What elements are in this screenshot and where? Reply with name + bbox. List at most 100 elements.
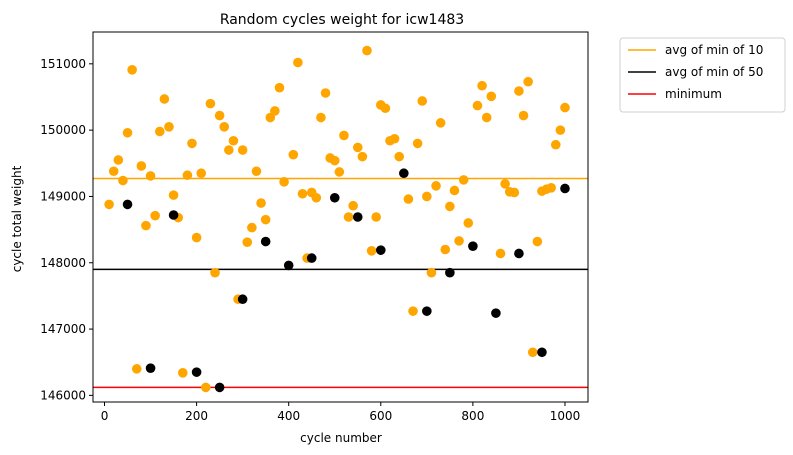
- data-point: [560, 183, 570, 194]
- data-point: [329, 192, 340, 203]
- data-point: [366, 246, 377, 256]
- x-tick-label: 1000: [550, 409, 581, 423]
- data-point: [468, 241, 478, 251]
- x-axis: 0 200 400 600 800 1000: [101, 402, 581, 423]
- data-point: [514, 86, 524, 96]
- data-point: [224, 145, 234, 155]
- data-point: [352, 212, 363, 222]
- data-point: [187, 138, 197, 149]
- y-tick-label: 151000: [40, 57, 86, 71]
- data-point: [297, 188, 308, 199]
- x-tick-label: 600: [369, 409, 392, 423]
- data-point: [399, 168, 409, 179]
- data-point: [481, 112, 492, 123]
- data-point: [440, 244, 451, 255]
- data-point: [454, 236, 464, 246]
- data-point: [127, 64, 137, 75]
- data-point: [371, 212, 381, 222]
- data-point: [339, 130, 349, 141]
- data-point: [214, 382, 225, 393]
- data-point: [164, 122, 174, 132]
- data-point: [472, 100, 483, 111]
- data-point: [191, 232, 202, 243]
- data-point: [237, 145, 248, 155]
- data-point: [500, 179, 510, 189]
- y-axis-label: cycle total weight: [10, 165, 24, 272]
- data-point: [182, 170, 193, 181]
- data-point: [279, 177, 289, 187]
- data-point: [131, 364, 142, 374]
- data-point: [477, 80, 487, 91]
- data-point: [348, 200, 358, 211]
- y-axis: 146000 147000 148000 149000 150000 151000: [40, 57, 93, 402]
- data-point: [242, 237, 253, 247]
- plot-area: [92, 31, 589, 403]
- data-point: [228, 135, 239, 146]
- x-tick-label: 400: [277, 409, 300, 423]
- data-point: [306, 253, 317, 263]
- chart-title: Random cycles weight for icw1483: [220, 12, 464, 28]
- data-point: [509, 187, 520, 198]
- data-point: [118, 175, 128, 186]
- data-point: [329, 155, 340, 166]
- data-point: [422, 306, 432, 316]
- data-point: [343, 212, 354, 222]
- data-point: [422, 191, 432, 202]
- legend-box: [619, 37, 786, 113]
- data-point: [408, 306, 418, 316]
- data-point: [403, 194, 414, 204]
- data-point: [260, 214, 271, 225]
- data-point: [546, 183, 556, 193]
- data-point: [113, 155, 124, 165]
- data-point: [523, 76, 533, 87]
- data-point: [417, 96, 428, 106]
- data-point: [122, 199, 133, 210]
- data-point: [537, 347, 547, 358]
- x-tick-label: 200: [185, 409, 208, 423]
- y-tick-label: 146000: [40, 388, 86, 402]
- data-point: [555, 125, 566, 135]
- data-point: [191, 367, 202, 377]
- data-point: [352, 142, 363, 153]
- legend-entry: minimum: [665, 87, 722, 101]
- data-point: [375, 245, 386, 255]
- data-point: [145, 171, 156, 181]
- data-point: [283, 260, 294, 271]
- data-point: [495, 248, 506, 259]
- y-tick-label: 150000: [40, 123, 86, 137]
- legend-entry: avg of min of 50: [665, 65, 763, 79]
- data-point: [491, 308, 501, 318]
- data-point: [320, 88, 331, 98]
- data-point: [247, 222, 257, 233]
- data-point: [270, 106, 280, 116]
- data-point: [293, 57, 303, 68]
- data-point: [518, 110, 529, 121]
- data-point: [311, 192, 322, 203]
- x-tick-label: 0: [101, 409, 109, 423]
- data-point: [550, 139, 561, 150]
- data-point: [362, 45, 372, 56]
- data-point: [205, 98, 216, 109]
- legend: avg of min of 10 avg of min of 50 minimum: [619, 37, 786, 113]
- x-axis-label: cycle number: [300, 431, 382, 445]
- y-tick-label: 148000: [40, 256, 86, 270]
- data-point: [431, 181, 441, 191]
- data-point: [380, 103, 391, 114]
- data-point: [154, 126, 165, 137]
- y-tick-label: 147000: [40, 322, 86, 336]
- data-point: [274, 82, 285, 93]
- data-point: [210, 267, 220, 278]
- data-point: [219, 122, 230, 132]
- data-point: [122, 127, 133, 138]
- data-point: [159, 94, 170, 104]
- data-point: [334, 167, 345, 177]
- data-point: [177, 368, 188, 378]
- data-point: [214, 110, 225, 121]
- data-point: [514, 248, 524, 259]
- data-point: [136, 161, 147, 171]
- data-point: [458, 175, 469, 185]
- legend-entry: avg of min of 10: [665, 43, 763, 57]
- data-point: [560, 102, 570, 113]
- data-point: [196, 168, 207, 179]
